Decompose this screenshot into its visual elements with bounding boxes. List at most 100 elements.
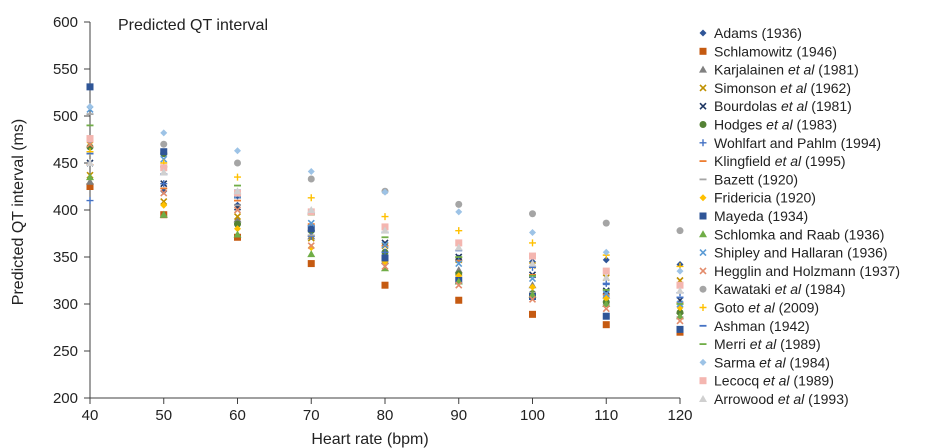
legend-label-part: et al: [766, 117, 793, 133]
series-12: [86, 105, 684, 308]
data-point: [86, 177, 94, 185]
legend-label-part: et al: [775, 153, 802, 169]
legend-label-part: et al: [778, 391, 805, 407]
data-point: [86, 173, 94, 181]
data-point: [676, 281, 684, 289]
data-point: [160, 180, 168, 188]
data-point: [455, 239, 463, 247]
y-tick-label: 350: [53, 249, 78, 266]
legend-label-part: (1989): [776, 336, 820, 352]
y-tick-label: 550: [53, 61, 78, 78]
legend-label: Kawataki et al (1984): [714, 281, 846, 297]
legend-label: Shipley and Hallaran (1936): [714, 245, 888, 261]
legend-label-part: Hodges: [714, 117, 766, 133]
data-point: [233, 230, 242, 238]
data-point: [676, 286, 684, 294]
data-point: [86, 197, 94, 205]
data-point: [602, 248, 610, 256]
chart-title: Predicted QT interval: [118, 17, 268, 34]
data-points: [86, 83, 684, 336]
legend-label-part: (2009): [775, 300, 819, 316]
legend-label-part: Kawataki: [714, 281, 775, 297]
data-point: [233, 215, 242, 223]
data-point: [602, 290, 610, 298]
x-tick-label: 90: [450, 407, 467, 424]
legend-marker: [699, 267, 707, 275]
legend-label-part: et al: [780, 80, 807, 96]
legend-label-part: Shipley and Hallaran (1936): [714, 245, 888, 261]
legend-item: Kawataki et al (1984): [699, 281, 846, 297]
legend-label: Arrowood et al (1993): [714, 391, 849, 407]
y-tick-label: 300: [53, 296, 78, 313]
legend-item: Goto et al (2009): [699, 300, 819, 316]
legend-item: Schlamowitz (1946): [699, 43, 837, 59]
legend-label: Wohlfart and Pahlm (1994): [714, 135, 881, 151]
data-point: [455, 281, 463, 289]
legend-label: Fridericia (1920): [714, 190, 816, 206]
data-point: [602, 279, 610, 287]
data-point: [160, 129, 168, 137]
y-tick-label: 500: [53, 108, 78, 125]
legend-item: Mayeda (1934): [699, 208, 808, 224]
legend-label-part: Merri: [714, 336, 750, 352]
data-point: [602, 287, 610, 295]
data-point: [602, 305, 610, 313]
data-point: [602, 321, 610, 329]
data-point: [234, 225, 241, 233]
legend-label-part: (1989): [790, 373, 834, 389]
data-point: [455, 296, 463, 304]
legend-label-part: Simonson: [714, 80, 780, 96]
legend-marker: [699, 285, 707, 293]
x-tick-label: 60: [229, 407, 246, 424]
data-point: [307, 242, 315, 250]
legend-label-part: Ashman (1942): [714, 318, 810, 334]
data-point: [307, 250, 316, 258]
data-point: [455, 227, 463, 235]
legend-marker: [699, 194, 707, 202]
legend-label-part: Wohlfart and Pahlm (1994): [714, 135, 881, 151]
legend-marker: [699, 84, 707, 92]
y-tick-label: 200: [53, 390, 78, 407]
data-point: [381, 213, 389, 221]
legend-label: Adams (1936): [714, 25, 802, 41]
data-point: [160, 148, 168, 156]
data-point: [86, 103, 94, 111]
data-point: [86, 135, 94, 143]
y-tick-label: 400: [53, 202, 78, 219]
data-point: [529, 229, 536, 237]
legend-label-part: (1993): [804, 391, 848, 407]
legend-label-part: (1984): [801, 281, 845, 297]
legend-marker: [699, 121, 707, 128]
legend-item: Karjalainen et al (1981): [699, 62, 859, 78]
legend-item: Fridericia (1920): [699, 190, 816, 206]
data-point: [234, 220, 241, 228]
legend-label-part: et al: [775, 281, 802, 297]
legend-label-part: (1984): [786, 354, 830, 370]
legend-item: Bazett (1920): [699, 171, 798, 187]
data-point: [160, 197, 168, 206]
legend-label: Merri et al (1989): [714, 336, 821, 352]
legend-item: Shipley and Hallaran (1936): [699, 245, 888, 261]
legend-marker: [699, 377, 707, 385]
legend-label-part: Klingfield: [714, 153, 775, 169]
data-point: [86, 183, 94, 190]
data-point: [455, 260, 463, 268]
legend-marker: [699, 139, 707, 147]
legend-label-part: Bourdolas: [714, 98, 781, 114]
legend-marker: [699, 304, 707, 311]
x-tick-label: 80: [377, 407, 394, 424]
legend-label-part: Sarma: [714, 354, 759, 370]
data-point: [528, 295, 537, 303]
data-point: [86, 83, 94, 91]
legend-label-part: et al: [759, 354, 786, 370]
data-point: [381, 226, 389, 234]
legend-label: Hegglin and Holzmann (1937): [714, 263, 900, 279]
legend-item: Simonson et al (1962): [699, 80, 851, 96]
data-point: [602, 312, 610, 320]
data-point: [528, 290, 537, 298]
data-point: [455, 200, 463, 208]
x-tick-label: 110: [594, 407, 618, 424]
legend-item: Bourdolas et al (1981): [699, 98, 852, 114]
legend-label: Bourdolas et al (1981): [714, 98, 852, 114]
data-point: [307, 206, 316, 213]
